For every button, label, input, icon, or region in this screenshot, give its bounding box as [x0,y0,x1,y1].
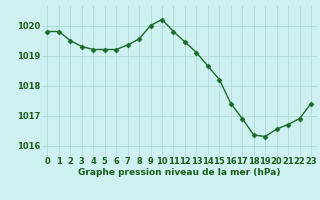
X-axis label: Graphe pression niveau de la mer (hPa): Graphe pression niveau de la mer (hPa) [78,168,280,177]
